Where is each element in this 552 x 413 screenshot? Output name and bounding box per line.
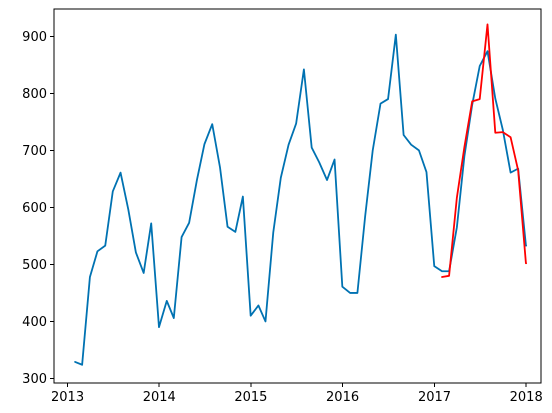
- y-tick-label: 300: [22, 372, 47, 387]
- series-line-1: [74, 33, 528, 366]
- x-tick-label: 2013: [51, 390, 84, 405]
- y-tick-label: 800: [22, 87, 47, 102]
- y-tick-label: 900: [22, 30, 47, 45]
- y-tick-label: 600: [22, 201, 47, 216]
- plot-frame: [53, 8, 542, 384]
- y-tick-label: 700: [22, 144, 47, 159]
- y-tick-label: 400: [22, 315, 47, 330]
- x-tick-label: 2016: [326, 390, 359, 405]
- x-tick-label: 2017: [418, 390, 451, 405]
- x-tick-label: 2015: [234, 390, 267, 405]
- x-tick-label: 2018: [510, 390, 543, 405]
- y-tick-label: 500: [22, 258, 47, 273]
- series-line-2: [441, 23, 528, 278]
- x-tick-label: 2014: [143, 390, 176, 405]
